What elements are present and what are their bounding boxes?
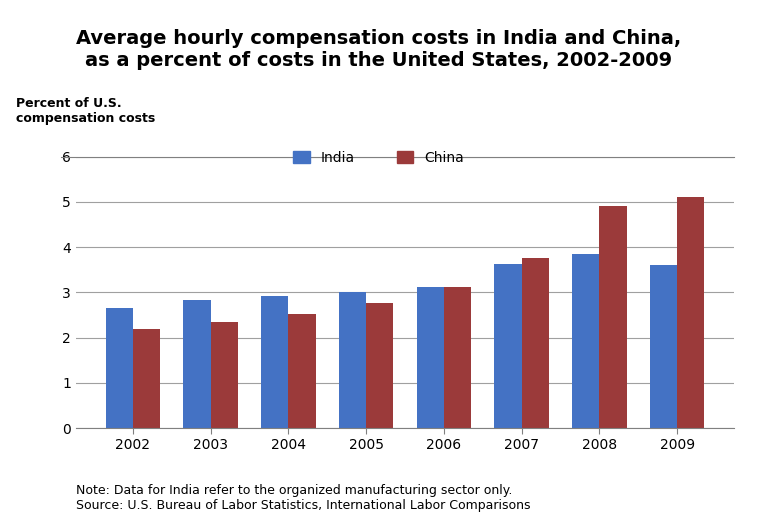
Bar [444,287,471,428]
Bar [339,292,366,428]
Bar [600,206,627,428]
Text: Percent of U.S.
compensation costs: Percent of U.S. compensation costs [17,97,156,125]
Bar [650,265,678,428]
Bar [261,296,288,428]
Bar [572,254,600,428]
Legend: India, China: India, China [288,145,469,170]
Bar [678,197,704,428]
Bar [366,303,394,428]
Text: Average hourly compensation costs in India and China,
as a percent of costs in t: Average hourly compensation costs in Ind… [76,29,681,70]
Bar [522,258,549,428]
Bar [132,329,160,428]
Bar [210,322,238,428]
Bar [416,287,444,428]
Bar [494,264,522,428]
Bar [183,300,210,428]
Text: Note: Data for India refer to the organized manufacturing sector only.
Source: U: Note: Data for India refer to the organi… [76,483,530,512]
Bar [288,314,316,428]
Bar [106,308,132,428]
